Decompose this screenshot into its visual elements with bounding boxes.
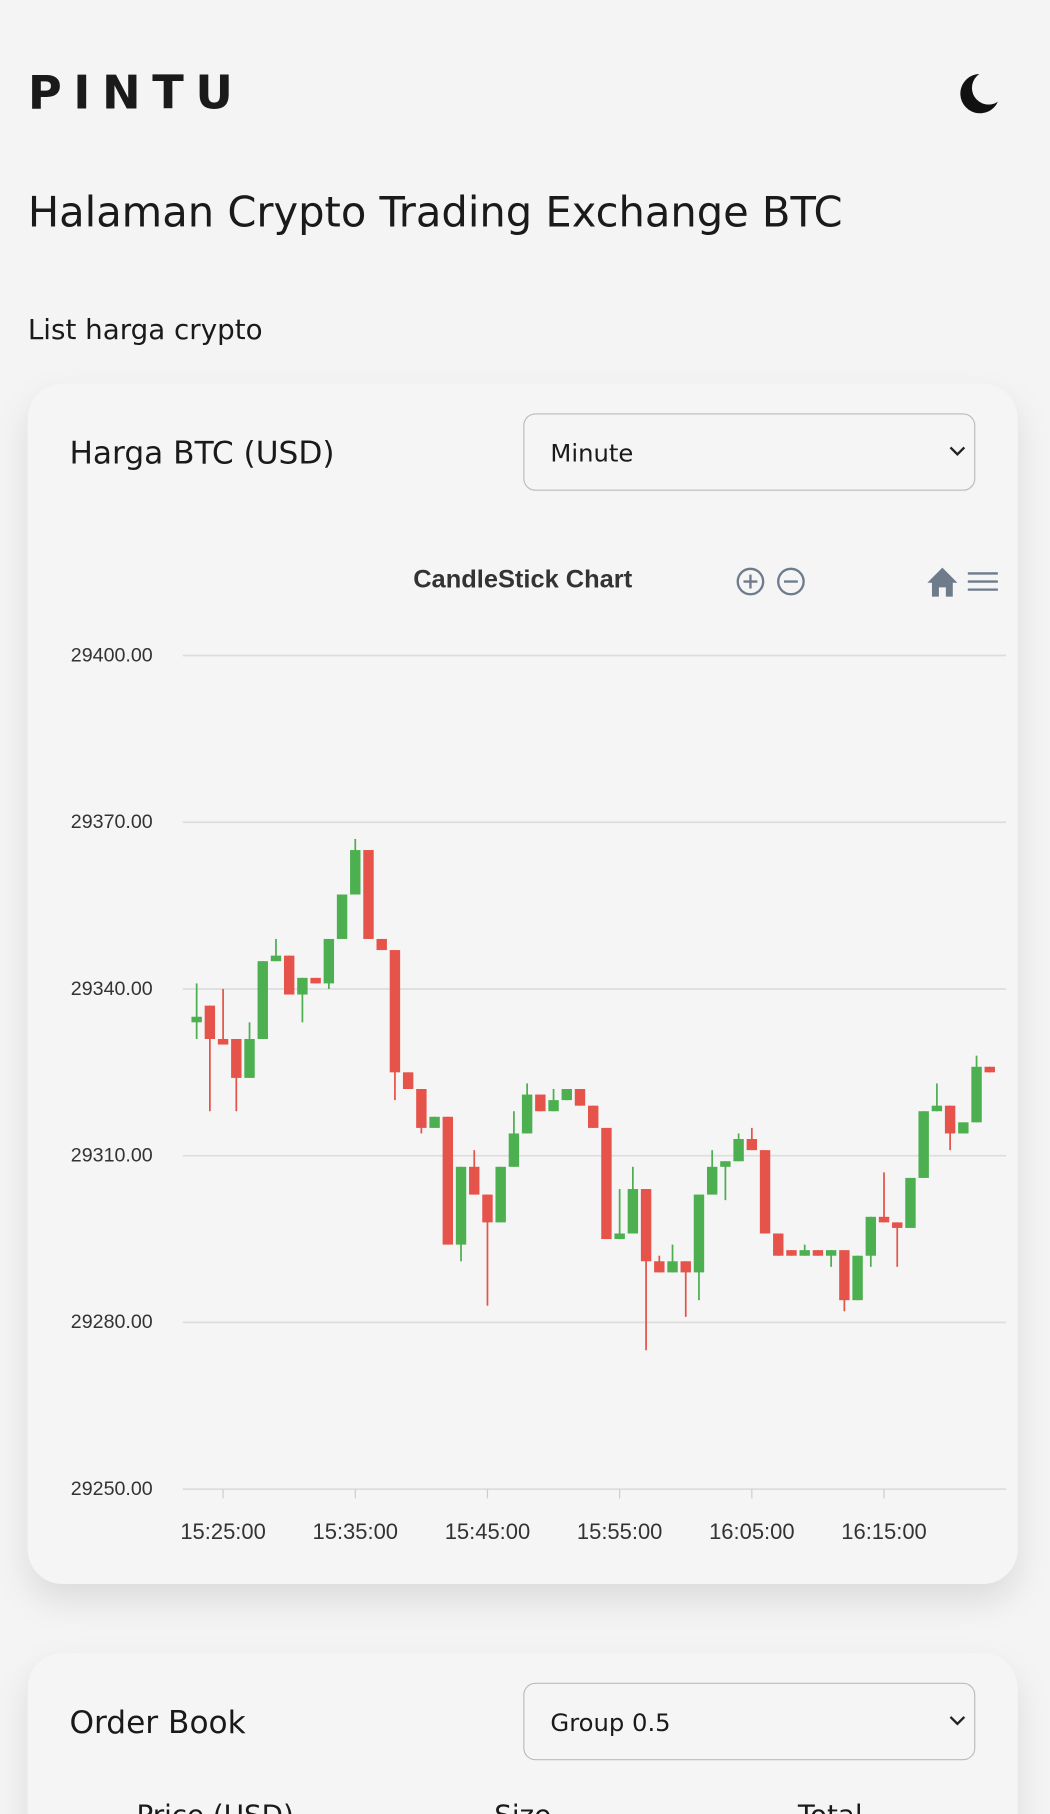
y-tick-label: 29400.00 [71,644,153,666]
chart-title: CandleStick Chart [413,565,633,593]
select-value: Minute [550,438,633,467]
x-tick-label: 15:45:00 [445,1519,530,1544]
select-arrow [949,1716,966,1726]
y-tick-label: 29280.00 [71,1311,153,1333]
candle-body [627,1189,639,1234]
candle-body [931,1105,943,1112]
candle-body [469,1166,480,1195]
candle-body [217,1038,229,1045]
candle-body [839,1250,850,1301]
candle-body [773,1233,784,1256]
group-select[interactable] [523,1682,976,1761]
price-card [27,383,1018,1584]
candle-body [799,1250,810,1256]
x-tick-label: 16:05:00 [709,1519,794,1544]
candle-body [759,1150,771,1234]
x-tick-label: 15:55:00 [577,1519,662,1544]
column-header: Total [797,1798,863,1814]
subtitle: List harga crypto [28,313,263,346]
x-tick-label: 15:35:00 [313,1519,398,1544]
candle-body [535,1094,546,1112]
candle-body [706,1166,718,1195]
candle-body [680,1261,691,1273]
candle-body [521,1094,533,1134]
candle-body [971,1066,982,1123]
candle-body [786,1250,797,1256]
x-tick-label: 15:25:00 [180,1519,265,1544]
x-tick-label: 16:15:00 [841,1519,926,1544]
candle-body [905,1177,916,1228]
candlestick-chart: 29250.00 29280.00 29310.00 29340.00 29370.00… [71,644,1006,1544]
candle-body [574,1089,586,1106]
candle-body [746,1139,758,1151]
candle-body [693,1194,705,1273]
candle-body [283,955,295,995]
candle-body [416,1089,427,1128]
select-value: Group 0.5 [550,1708,670,1737]
candle-body [878,1216,890,1223]
candle-body [640,1189,652,1262]
zoom-in[interactable] [736,567,765,596]
candle-body [812,1250,824,1256]
candle-body [601,1127,612,1240]
candle-body [191,1016,202,1023]
interval-select[interactable] [523,413,976,491]
candle-body [958,1122,969,1134]
candle-body [244,1038,255,1078]
candle-body [588,1105,599,1128]
zoom-out[interactable] [777,567,805,596]
candle-body [455,1166,467,1245]
candle-body [442,1116,454,1245]
y-tick-label: 29340.00 [71,978,153,1000]
candle-body [310,977,321,984]
column-header: Size [494,1798,551,1814]
page-title: Halaman Crypto Trading Exchange BTC [28,188,843,237]
candle-body [548,1100,559,1112]
candle-body [825,1250,837,1256]
candle-body [402,1072,414,1090]
candle-body [508,1133,520,1167]
menu[interactable] [967,572,998,591]
candle-body [892,1222,903,1228]
candle-body [350,850,361,895]
column-header: Price (USD) [136,1798,293,1814]
y-tick-label: 29370.00 [71,811,153,833]
candle-body [918,1111,929,1178]
theme-toggle[interactable] [960,73,998,114]
logo[interactable]: PINTU [28,66,245,120]
candle-body [614,1233,625,1240]
select-arrow [949,446,966,457]
candle-body [654,1261,665,1273]
reset-zoom[interactable] [927,567,958,597]
candle-body [376,938,387,951]
candle-body [495,1166,506,1223]
orderbook-title: Order Book [69,1705,245,1741]
candle-body [389,950,401,1073]
candle-body [667,1261,678,1273]
candle-body [204,1005,216,1039]
candle-body [231,1038,242,1078]
y-tick-label: 29250.00 [71,1478,153,1500]
candle-body [984,1066,995,1073]
candle-body [336,894,348,939]
candle-body [257,961,268,1039]
candle-body [482,1194,493,1223]
candle-body [865,1216,877,1256]
candle-body [323,938,335,984]
card-title: Harga BTC (USD) [69,436,334,472]
candle-body [429,1116,440,1128]
candle-body [270,955,282,962]
y-tick-label: 29310.00 [71,1144,153,1166]
candle-body [720,1161,731,1167]
candle-body [852,1255,863,1301]
candle-body [363,850,374,939]
candle-body [561,1089,572,1101]
candle-body [297,977,308,995]
candle-body [733,1139,744,1162]
candle-body [944,1105,956,1134]
